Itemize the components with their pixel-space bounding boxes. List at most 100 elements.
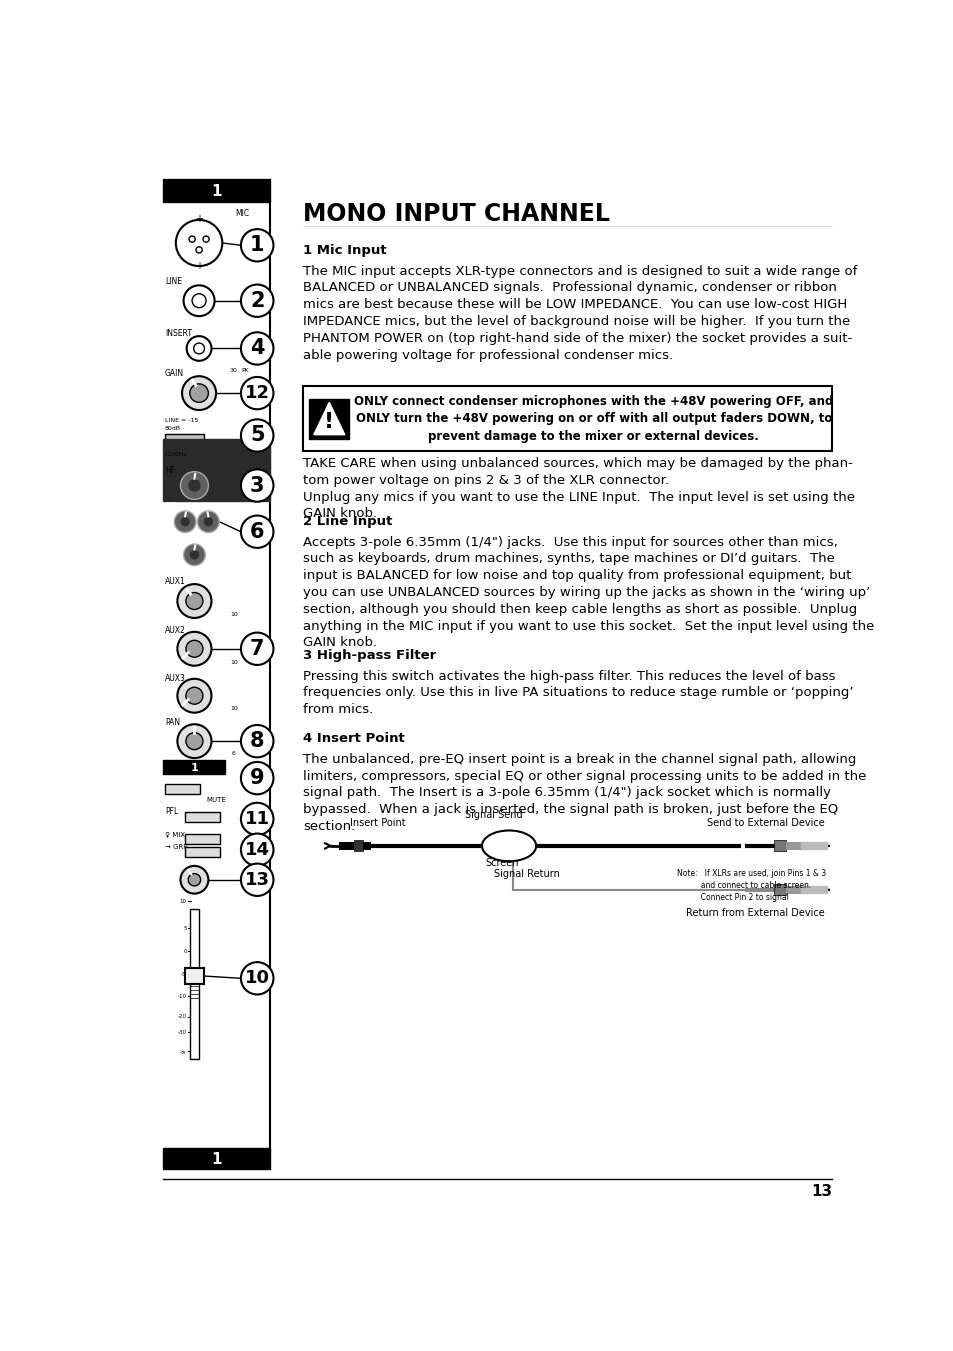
Text: 11: 11 — [244, 811, 270, 828]
Text: Accepts 3-pole 6.35mm (1/4") jacks.  Use this input for sources other than mics,: Accepts 3-pole 6.35mm (1/4") jacks. Use … — [303, 535, 873, 650]
Bar — [163, 180, 270, 203]
Text: 10: 10 — [244, 969, 270, 988]
Text: 5: 5 — [183, 925, 187, 931]
Text: +: + — [194, 213, 203, 224]
Bar — [773, 840, 785, 851]
Circle shape — [241, 762, 274, 794]
Text: Screen: Screen — [485, 858, 518, 867]
Text: MIC: MIC — [235, 209, 249, 219]
Text: 13: 13 — [244, 871, 270, 889]
Text: 8: 8 — [250, 731, 264, 751]
Text: 14: 14 — [244, 840, 270, 859]
Text: Note:   If XLRs are used, join Pins 1 & 3
          and connect to cable screen.: Note: If XLRs are used, join Pins 1 & 3 … — [677, 869, 825, 901]
Circle shape — [241, 419, 274, 451]
Text: 5: 5 — [250, 426, 264, 446]
Text: MONO INPUT CHANNEL: MONO INPUT CHANNEL — [303, 203, 609, 227]
Circle shape — [177, 584, 212, 617]
Bar — [785, 842, 804, 850]
Text: 6: 6 — [250, 521, 264, 542]
Text: 9: 9 — [250, 769, 264, 788]
Bar — [163, 761, 225, 774]
Text: MUTE: MUTE — [206, 797, 226, 802]
Circle shape — [174, 511, 195, 532]
Text: PFL: PFL — [165, 807, 178, 816]
Text: MF: MF — [166, 501, 176, 511]
Circle shape — [177, 724, 212, 758]
Text: 10: 10 — [230, 612, 237, 617]
Text: 10: 10 — [179, 898, 187, 904]
Text: /100Hz: /100Hz — [165, 451, 187, 457]
Text: HF: HF — [166, 466, 175, 474]
Text: +: + — [194, 261, 203, 272]
Circle shape — [241, 516, 274, 549]
Circle shape — [186, 732, 203, 750]
Bar — [163, 1148, 270, 1169]
Circle shape — [197, 511, 219, 532]
Bar — [309, 399, 349, 439]
Text: TAKE CARE when using unbalanced sources, which may be damaged by the phan-
tom p: TAKE CARE when using unbalanced sources,… — [303, 457, 854, 520]
Circle shape — [241, 834, 274, 866]
Text: Pressing this switch activates the high-pass filter. This reduces the level of b: Pressing this switch activates the high-… — [303, 670, 853, 716]
Circle shape — [180, 471, 208, 500]
Circle shape — [175, 220, 222, 266]
Circle shape — [241, 802, 274, 835]
Text: 1 Mic Input: 1 Mic Input — [303, 245, 386, 257]
Text: 0: 0 — [183, 948, 187, 954]
Circle shape — [241, 725, 274, 758]
Bar — [185, 834, 220, 843]
Circle shape — [183, 544, 205, 566]
Text: INSERT: INSERT — [165, 328, 192, 338]
Text: 2: 2 — [250, 290, 264, 311]
Bar — [338, 842, 354, 850]
Circle shape — [186, 640, 203, 657]
Bar — [303, 386, 831, 451]
Text: ONLY connect condenser microphones with the +48V powering OFF, and
ONLY turn the: ONLY connect condenser microphones with … — [354, 394, 833, 443]
Text: -20: -20 — [177, 1015, 187, 1019]
Bar — [363, 842, 371, 850]
Bar — [185, 812, 220, 821]
Text: → GRP: → GRP — [165, 844, 187, 850]
Circle shape — [241, 863, 274, 896]
Text: Signal Send: Signal Send — [464, 811, 522, 820]
Circle shape — [241, 469, 274, 501]
Text: -∞: -∞ — [180, 1048, 187, 1054]
Text: AUX1: AUX1 — [165, 577, 186, 586]
Text: 80dB: 80dB — [165, 426, 181, 431]
Text: LINE = -15: LINE = -15 — [165, 419, 198, 423]
Text: 30: 30 — [230, 367, 237, 373]
Text: Signal Return: Signal Return — [493, 869, 558, 878]
Text: The unbalanced, pre-EQ insert point is a break in the channel signal path, allow: The unbalanced, pre-EQ insert point is a… — [303, 753, 865, 834]
Text: 12: 12 — [244, 384, 270, 403]
Text: 4 Insert Point: 4 Insert Point — [303, 732, 404, 746]
Circle shape — [179, 516, 191, 527]
Text: PAN: PAN — [165, 719, 180, 727]
Bar — [773, 885, 785, 896]
Polygon shape — [314, 403, 344, 435]
Text: LF: LF — [166, 538, 174, 546]
Text: -10: -10 — [177, 993, 187, 998]
Text: 6: 6 — [232, 751, 235, 757]
Circle shape — [203, 516, 213, 527]
Text: Return from External Device: Return from External Device — [685, 908, 823, 917]
Bar — [354, 840, 363, 851]
Text: 3: 3 — [250, 476, 264, 496]
Circle shape — [188, 874, 200, 886]
Circle shape — [190, 384, 208, 403]
Text: Insert Point: Insert Point — [350, 817, 405, 828]
Text: 10: 10 — [230, 661, 237, 665]
Circle shape — [186, 593, 203, 609]
Text: 1: 1 — [212, 184, 222, 199]
Circle shape — [241, 632, 274, 665]
Text: -5: -5 — [181, 971, 187, 977]
Bar — [185, 847, 220, 858]
Text: Send to External Device: Send to External Device — [706, 817, 823, 828]
Bar — [785, 886, 804, 893]
Text: 3 High-pass Filter: 3 High-pass Filter — [303, 650, 436, 662]
Bar — [163, 439, 270, 501]
Text: GAIN: GAIN — [165, 369, 184, 378]
Circle shape — [177, 678, 212, 713]
Circle shape — [180, 866, 208, 893]
Text: The MIC input accepts XLR-type connectors and is designed to suit a wide range o: The MIC input accepts XLR-type connector… — [303, 265, 857, 362]
Text: 7: 7 — [250, 639, 264, 659]
Ellipse shape — [481, 831, 536, 862]
